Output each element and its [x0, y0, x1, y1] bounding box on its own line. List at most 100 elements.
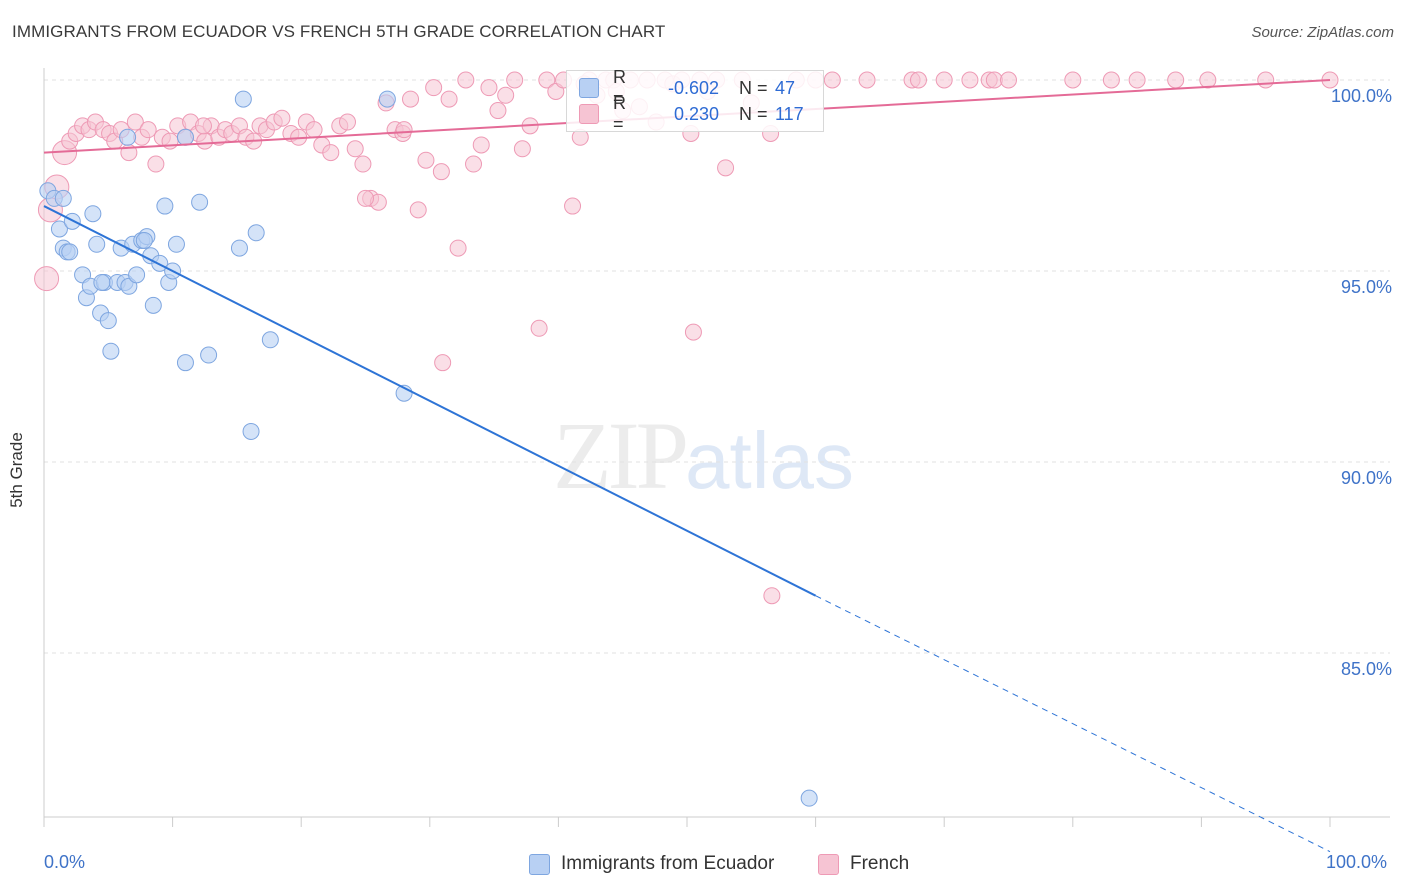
- data-point-ecuador: [234, 90, 252, 108]
- data-point-french: [684, 323, 702, 341]
- data-point-french: [513, 140, 531, 158]
- series-legend: Immigrants from Ecuador French: [0, 851, 1406, 879]
- legend-r-label: R =: [613, 67, 626, 108]
- data-point-french: [909, 71, 927, 89]
- legend-item-ecuador[interactable]: Immigrants from Ecuador: [529, 853, 774, 875]
- watermark-zip: ZIP: [553, 402, 689, 509]
- data-point-french: [432, 163, 450, 181]
- data-point-french: [480, 79, 498, 97]
- data-point-french: [1257, 71, 1275, 89]
- data-point-french: [961, 71, 979, 89]
- data-point-french: [449, 239, 467, 257]
- stats-legend: R = -0.602 N = 47 R = 0.230 N = 117: [566, 67, 824, 134]
- y-tick-label: 95.0%: [1340, 277, 1392, 297]
- legend-r-value: 0.230: [673, 103, 719, 124]
- chart-title: IMMIGRANTS FROM ECUADOR VS FRENCH 5TH GR…: [12, 22, 666, 41]
- data-point-french: [126, 113, 144, 131]
- data-point-ecuador: [200, 346, 218, 364]
- ecuador-points: [39, 90, 818, 807]
- data-point-ecuador: [230, 239, 248, 257]
- data-point-french: [417, 151, 435, 169]
- legend-item-french[interactable]: French: [818, 853, 909, 875]
- data-point-ecuador: [54, 189, 72, 207]
- data-point-french: [434, 354, 452, 372]
- x-tick-label-min: 0.0%: [44, 852, 86, 872]
- data-point-french: [465, 155, 483, 173]
- legend-row-french: R = 0.230 N = 117: [579, 93, 804, 134]
- data-point-french: [354, 155, 372, 173]
- data-point-french: [322, 144, 340, 162]
- data-point-ecuador: [93, 273, 111, 291]
- data-point-ecuador: [102, 342, 120, 360]
- data-point-ecuador: [99, 312, 117, 330]
- legend-label-french: French: [850, 853, 910, 874]
- data-point-french: [530, 319, 548, 337]
- data-point-ecuador: [88, 235, 106, 253]
- y-tick-label: 100.0%: [1330, 86, 1392, 106]
- data-point-french: [346, 140, 364, 158]
- data-point-french: [147, 155, 165, 173]
- data-point-ecuador: [119, 128, 137, 146]
- data-point-ecuador: [242, 422, 260, 440]
- data-point-french: [402, 90, 420, 108]
- data-point-ecuador: [50, 220, 68, 238]
- watermark: ZIPatlas: [553, 400, 854, 511]
- data-point-french: [489, 102, 507, 120]
- data-point-ecuador: [247, 224, 265, 242]
- chart-source: Source: ZipAtlas.com: [1251, 24, 1394, 41]
- data-point-ecuador: [84, 205, 102, 223]
- data-point-french: [506, 71, 524, 89]
- data-point-french: [409, 201, 427, 219]
- gridlines: [44, 79, 1390, 654]
- data-point-french: [1000, 71, 1017, 89]
- data-point-french: [717, 159, 735, 177]
- data-point-french: [1199, 71, 1217, 89]
- legend-swatch-ecuador: [579, 78, 599, 98]
- data-point-french: [305, 121, 323, 139]
- y-axis-label: 5th Grade: [7, 432, 26, 508]
- data-point-french: [273, 109, 291, 127]
- data-point-french: [457, 71, 475, 89]
- data-point-french: [763, 587, 781, 605]
- data-point-french: [823, 71, 841, 89]
- trend-line-ecuador-extrapolated: [815, 595, 1331, 853]
- data-point-french: [985, 71, 1003, 89]
- legend-n-value: 47: [775, 77, 796, 98]
- data-point-french: [357, 189, 374, 207]
- data-point-ecuador: [167, 235, 185, 253]
- legend-r-value: -0.602: [667, 77, 719, 98]
- data-point-french: [538, 71, 556, 89]
- data-point-ecuador: [144, 296, 162, 314]
- data-point-ecuador: [378, 90, 396, 108]
- legend-swatch-french: [818, 853, 839, 875]
- french-points: [34, 71, 1339, 605]
- data-point-french: [564, 197, 582, 215]
- data-point-ecuador: [128, 266, 146, 284]
- data-point-french: [196, 132, 214, 150]
- trend-line-ecuador: [43, 205, 817, 597]
- data-point-ecuador: [191, 193, 209, 211]
- legend-swatch-french: [579, 104, 599, 124]
- data-point-french: [935, 71, 953, 89]
- data-point-ecuador: [135, 231, 153, 249]
- data-point-french: [139, 121, 157, 139]
- data-point-ecuador: [176, 128, 194, 146]
- trend-lines: [43, 79, 1331, 853]
- data-point-french: [1102, 71, 1120, 89]
- y-tick-label: 90.0%: [1340, 468, 1392, 488]
- data-point-ecuador: [156, 197, 174, 215]
- data-point-ecuador: [61, 243, 79, 261]
- data-point-french: [34, 266, 60, 292]
- legend-row-ecuador: R = -0.602 N = 47: [579, 67, 796, 108]
- data-point-french: [395, 121, 413, 139]
- data-point-french: [1064, 71, 1082, 89]
- legend-r-label: R =: [613, 93, 626, 134]
- legend-swatch-ecuador: [529, 853, 550, 875]
- data-point-ecuador: [261, 331, 279, 349]
- y-tick-label: 85.0%: [1340, 659, 1392, 679]
- legend-n-label: N =: [739, 77, 768, 98]
- data-point-french: [440, 90, 458, 108]
- legend-n-value: 117: [775, 103, 804, 124]
- legend-n-label: N =: [739, 103, 768, 124]
- data-point-french: [1128, 71, 1146, 89]
